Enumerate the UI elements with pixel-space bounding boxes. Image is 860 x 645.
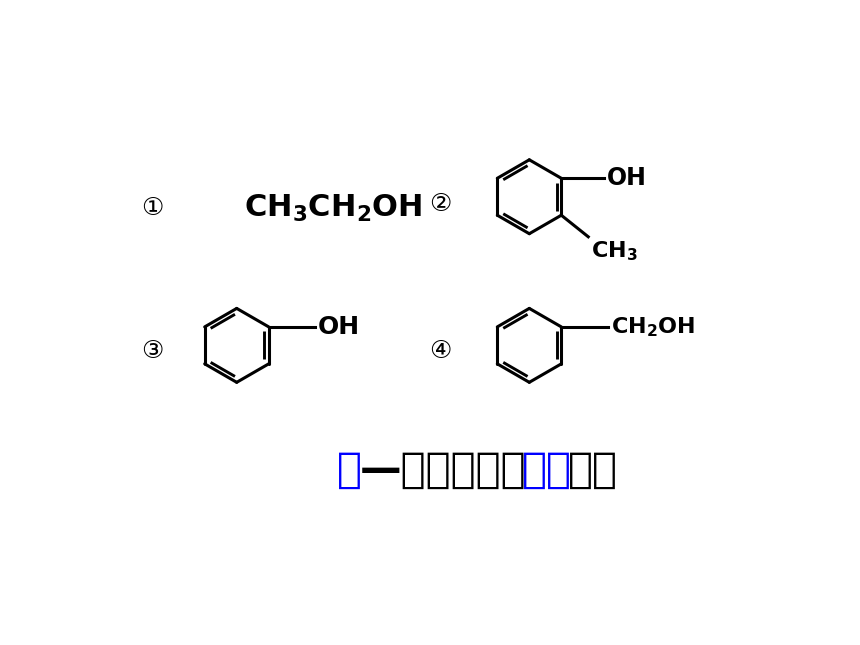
Text: OH: OH — [607, 166, 647, 190]
Text: ④: ④ — [429, 339, 452, 362]
Text: 直接: 直接 — [522, 449, 572, 491]
Text: $\mathbf{CH_3}$: $\mathbf{CH_3}$ — [591, 239, 637, 263]
Text: $\mathbf{CH_2OH}$: $\mathbf{CH_2OH}$ — [611, 315, 695, 339]
Text: $\mathbf{CH_3CH_2OH}$: $\mathbf{CH_3CH_2OH}$ — [244, 193, 423, 224]
Text: ③: ③ — [141, 339, 163, 362]
Text: 相连: 相连 — [568, 449, 617, 491]
Text: OH: OH — [318, 315, 360, 339]
Text: —羟基与苯环: —羟基与苯环 — [359, 449, 526, 491]
Text: ②: ② — [429, 192, 452, 217]
Text: 酚: 酚 — [337, 449, 362, 491]
Text: ①: ① — [141, 196, 163, 221]
